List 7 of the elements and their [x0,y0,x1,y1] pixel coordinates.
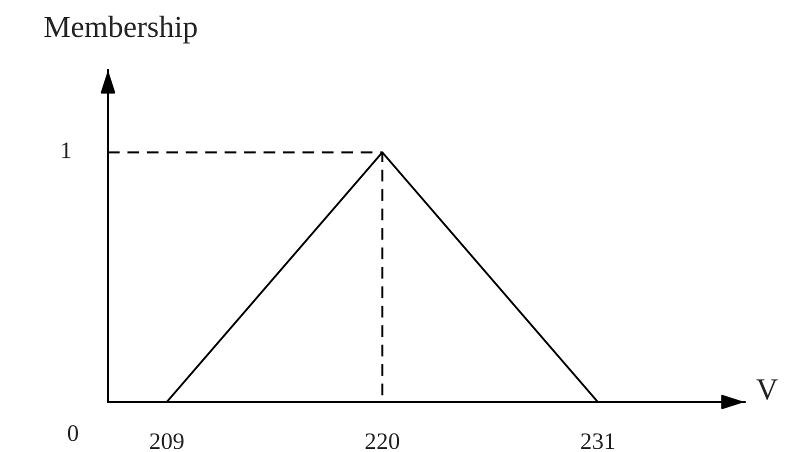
y-axis-title: Membership [44,16,197,44]
x-tick-label: 209 [150,433,184,450]
annotation: 1 [62,142,70,158]
text: 0 [68,425,78,442]
x-tick-label: 220 [366,433,400,450]
x-tick-label: 231 [581,433,614,450]
x-axis-title: V [756,379,778,400]
